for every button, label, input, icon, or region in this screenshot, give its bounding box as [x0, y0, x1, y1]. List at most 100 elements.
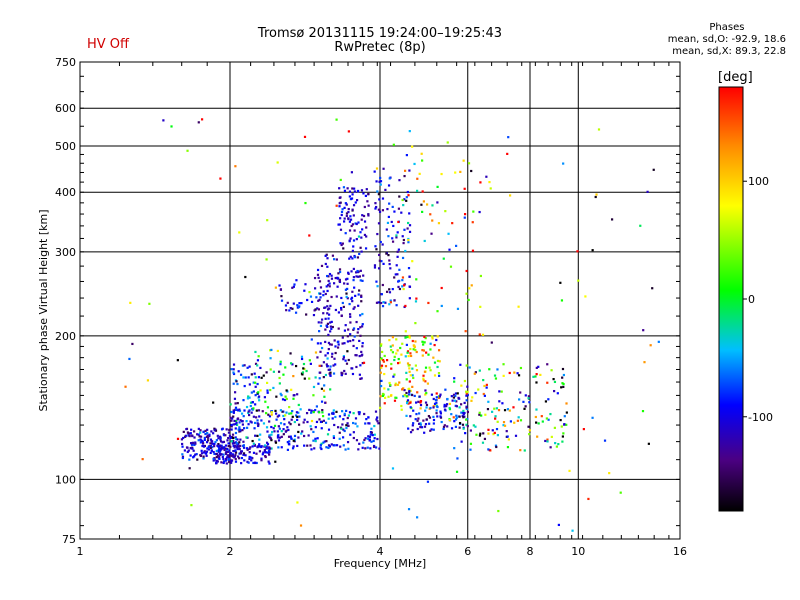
data-point — [338, 437, 341, 440]
data-point — [454, 404, 457, 407]
data-point — [353, 286, 356, 289]
data-point — [298, 305, 301, 308]
data-point — [292, 302, 295, 305]
data-point — [349, 255, 352, 258]
data-point — [415, 297, 418, 300]
data-point — [432, 356, 435, 359]
data-point — [319, 286, 323, 289]
data-point — [237, 445, 240, 448]
data-point — [405, 153, 408, 157]
data-point — [187, 449, 190, 452]
data-point — [290, 388, 293, 391]
data-point — [379, 371, 382, 374]
data-point — [310, 448, 313, 451]
data-point — [242, 446, 246, 449]
y-axis-label: Stationary phase Virtual Height [km] — [37, 209, 50, 411]
data-point — [642, 329, 645, 332]
data-point — [546, 381, 549, 384]
data-point — [535, 408, 538, 411]
data-point — [217, 457, 221, 460]
data-point — [379, 406, 382, 409]
data-point — [385, 228, 388, 231]
data-point — [205, 435, 209, 438]
data-point — [351, 372, 355, 376]
data-point — [559, 418, 562, 422]
data-point — [224, 444, 228, 447]
data-point — [251, 445, 254, 448]
data-point — [421, 210, 424, 213]
data-point — [322, 419, 325, 422]
data-point — [345, 426, 348, 430]
data-point — [285, 397, 288, 401]
data-point — [486, 408, 490, 411]
data-point — [275, 418, 278, 421]
data-point — [387, 235, 390, 238]
data-point — [232, 449, 235, 453]
data-point — [565, 423, 568, 426]
data-point — [298, 415, 301, 418]
data-point — [206, 434, 209, 437]
data-point — [358, 411, 361, 414]
data-point — [358, 275, 361, 278]
data-point — [341, 436, 345, 439]
data-point — [334, 351, 337, 355]
data-point — [494, 377, 498, 380]
data-point — [313, 447, 316, 450]
data-point — [209, 438, 213, 441]
data-point — [376, 232, 379, 236]
data-point — [297, 403, 300, 407]
data-point — [435, 412, 438, 415]
data-point — [339, 217, 342, 220]
data-point — [503, 409, 507, 412]
data-point — [425, 351, 428, 354]
data-point — [462, 409, 465, 412]
data-point — [257, 395, 261, 398]
data-point — [346, 416, 349, 420]
data-point — [535, 421, 538, 424]
data-point — [296, 393, 299, 396]
data-point — [485, 383, 488, 386]
data-point — [412, 409, 415, 412]
data-point — [225, 456, 229, 459]
data-point — [478, 413, 481, 416]
data-point — [205, 450, 209, 453]
data-point — [261, 410, 264, 413]
data-point — [465, 269, 468, 273]
data-point — [474, 391, 477, 395]
data-point — [406, 227, 409, 230]
data-point — [535, 381, 538, 384]
data-point — [366, 200, 369, 203]
data-point — [364, 437, 367, 440]
data-point — [246, 397, 250, 400]
data-point — [479, 305, 482, 308]
data-point — [513, 421, 516, 424]
data-point — [336, 340, 339, 344]
data-point — [454, 171, 457, 174]
data-point — [452, 393, 456, 396]
data-point — [250, 391, 253, 394]
data-point — [330, 343, 333, 346]
y-tick-label: 300 — [55, 246, 76, 259]
data-point — [237, 409, 240, 412]
data-point — [237, 370, 240, 373]
data-point — [235, 442, 239, 445]
data-point — [223, 446, 226, 449]
data-point — [465, 406, 468, 409]
data-point — [248, 365, 251, 368]
data-point — [391, 351, 395, 354]
data-point — [375, 167, 379, 170]
data-point — [352, 344, 355, 348]
data-point — [381, 392, 385, 396]
data-point — [308, 291, 311, 294]
data-point — [199, 429, 202, 432]
data-point — [341, 372, 344, 375]
data-point — [372, 439, 375, 443]
data-point — [231, 433, 235, 436]
data-point — [380, 357, 383, 360]
data-point — [265, 381, 269, 385]
data-point — [390, 220, 393, 224]
data-point — [306, 298, 309, 302]
data-point — [217, 437, 220, 440]
phase-stats-x: mean, sd,X: 89.3, 22.8 — [672, 46, 786, 57]
data-point — [215, 452, 218, 456]
